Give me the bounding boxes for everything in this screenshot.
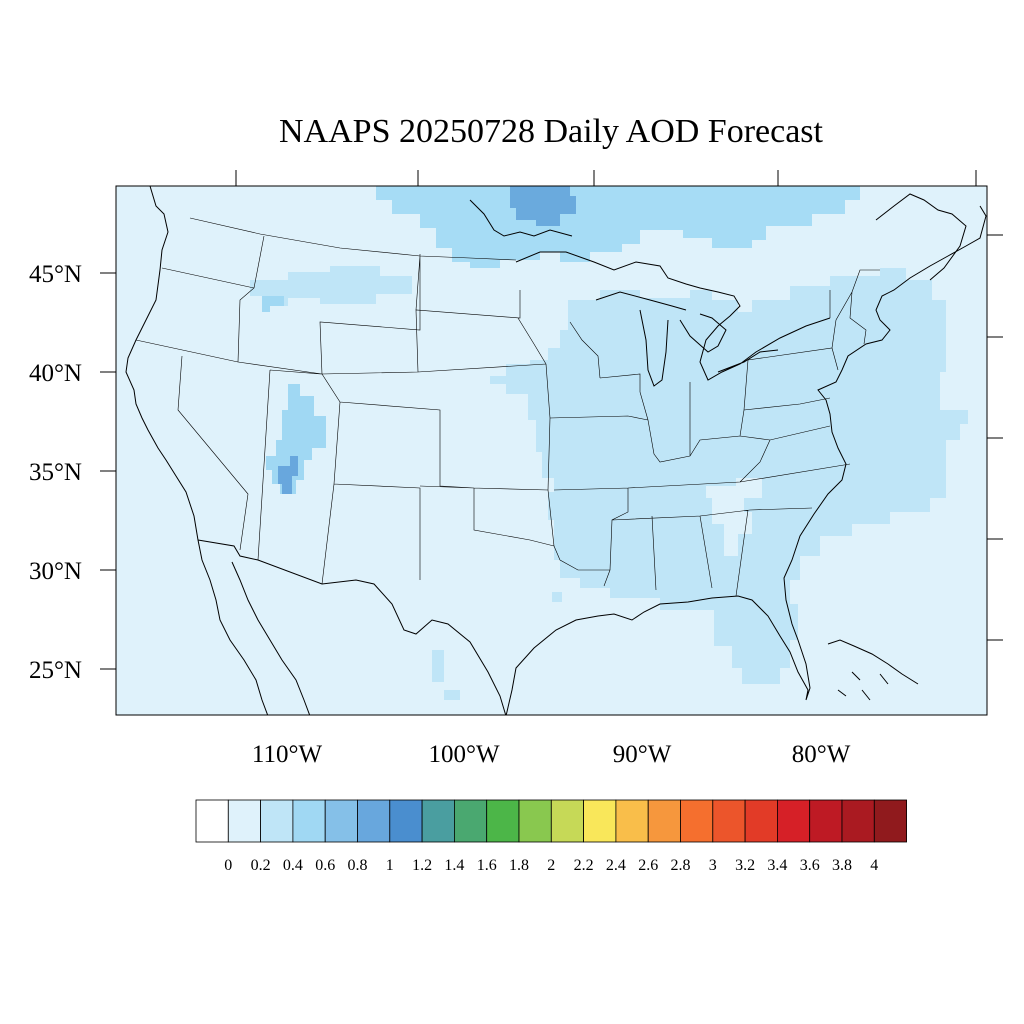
colorbar-swatch [486, 799, 520, 843]
colorbar-swatch [873, 799, 907, 843]
colorbar-swatch [647, 799, 681, 843]
tick-marks [100, 170, 1003, 670]
colorbar-label: 1 [386, 857, 394, 874]
map-panel: 45°N 40°N 35°N 30°N 25°N 110°W 100°W 90°… [29, 170, 1003, 768]
plume-canada-core [510, 186, 576, 226]
colorbar-swatch [809, 799, 843, 843]
map-frame [115, 185, 988, 716]
colorbar-swatch [260, 799, 294, 843]
boundaries [125, 186, 987, 715]
colorbar-swatch [453, 799, 488, 843]
canada-shore [469, 193, 967, 281]
lat-label-40: 40°N [29, 360, 82, 387]
spot-louisiana-gulf [552, 592, 562, 602]
colorbar-label: 0.6 [315, 857, 335, 874]
colorbar-swatch [389, 799, 423, 843]
colorbar-label: 2.2 [574, 857, 594, 874]
spot-south-texas-2 [444, 690, 460, 700]
colorbar-swatch [357, 799, 391, 843]
colorbar-swatch [324, 799, 358, 843]
lon-label-90w: 90°W [613, 741, 672, 768]
colorbar-swatch [195, 799, 229, 843]
colorbar-label: 3.8 [832, 857, 852, 874]
colorbar-swatch [744, 799, 778, 843]
colorbar-label: 2.6 [638, 857, 658, 874]
us-coastline [125, 186, 987, 715]
mexico-coastline [197, 539, 311, 715]
colorbar-swatch [292, 799, 326, 843]
lat-label-25: 25°N [29, 657, 82, 684]
colorbar-swatch [518, 799, 552, 843]
colorbar-label: 2 [547, 857, 555, 874]
spot-south-texas [432, 650, 444, 682]
colorbar-label: 3.4 [767, 857, 787, 874]
plume-northern-plains [250, 266, 412, 306]
colorbar-swatch [550, 799, 584, 843]
lon-label-100w: 100°W [428, 741, 499, 768]
map-title: NAAPS 20250728 Daily AOD Forecast [279, 113, 824, 150]
plume-canada-northern [376, 186, 860, 268]
colorbar-swatch [777, 799, 811, 843]
colorbar-label: 0 [224, 857, 232, 874]
colorbar-label: 0.8 [348, 857, 368, 874]
colorbar-label: 1.8 [509, 857, 529, 874]
colorbar-swatch [583, 799, 617, 843]
colorbar-label: 3 [709, 857, 717, 874]
colorbar-swatch [615, 799, 649, 843]
lat-label-45: 45°N [29, 261, 82, 288]
aod-shading [250, 186, 968, 700]
lat-label-35: 35°N [29, 459, 82, 486]
lon-label-80w: 80°W [792, 741, 851, 768]
colorbar-label: 2.4 [606, 857, 626, 874]
colorbar-label: 0.4 [283, 857, 303, 874]
plume-utah-arizona-core [278, 456, 298, 494]
colorbar-label: 1.2 [412, 857, 432, 874]
lat-label-30: 30°N [29, 558, 82, 585]
colorbar-swatch [421, 799, 455, 843]
plume-montana [262, 296, 284, 312]
colorbar-swatch [227, 799, 262, 843]
colorbar-label: 1.4 [444, 857, 464, 874]
us-canada-border [189, 217, 517, 261]
colorbar-swatch [841, 799, 875, 843]
colorbar-label: 3.2 [735, 857, 755, 874]
lon-label-110w: 110°W [252, 741, 323, 768]
colorbar-label: 2.8 [671, 857, 691, 874]
colorbar-label: 3.6 [800, 857, 820, 874]
cuba-bahamas [827, 639, 919, 701]
great-lakes [515, 251, 831, 387]
plume-eastern-us [490, 268, 968, 684]
colorbar-swatch [680, 799, 714, 843]
colorbar-label: 0.2 [251, 857, 271, 874]
state-borders [135, 235, 880, 597]
colorbar: 0 0.2 0.4 0.6 0.8 1 1.2 1.4 1.6 1.8 2 2.2 2.4 2.6 2.8 3… [195, 799, 907, 874]
colorbar-label: 4 [870, 857, 878, 874]
colorbar-swatch [712, 799, 746, 843]
colorbar-label: 1.6 [477, 857, 497, 874]
clean-patch-southeast [706, 478, 762, 556]
